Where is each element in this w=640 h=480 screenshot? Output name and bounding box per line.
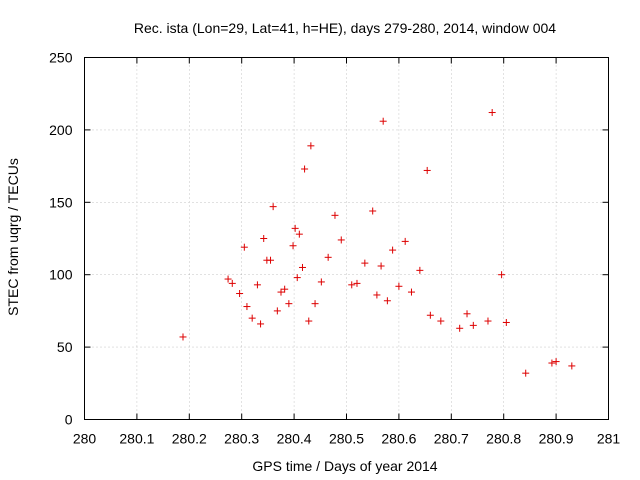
x-tick-label: 280.7 [434,431,469,447]
data-point [401,237,409,245]
data-point [456,324,464,332]
data-point [295,230,303,238]
data-point [281,285,289,293]
data-point [498,271,506,279]
y-tick-label: 250 [49,50,73,66]
data-point [522,369,530,377]
data-point [423,166,431,174]
x-tick-label: 280.2 [172,431,207,447]
data-point [285,300,293,308]
data-point [269,203,277,211]
axis-ticks: 280 280.1 280.2 280.3 280.4 280.5 280.6 280.7 28… [49,50,620,447]
data-point [552,358,560,366]
y-tick-label: 150 [49,194,73,210]
data-point [257,320,265,328]
data-point [267,256,275,264]
data-point [353,279,361,287]
data-point [289,242,297,250]
data-point [307,142,315,150]
plot-frame [84,57,609,420]
data-point [437,317,445,325]
data-point [348,281,356,289]
y-axis-label: STEC from uqrg / TECUs [5,158,21,316]
data-point [407,288,415,296]
y-tick-label: 0 [65,412,73,428]
data-point [337,236,345,244]
data-point [379,117,387,125]
x-tick-label: 280.1 [119,431,154,447]
data-point [488,109,496,117]
data-point [416,266,424,274]
data-point [301,165,309,173]
data-point [463,310,471,318]
data-point [484,317,492,325]
data-point [377,262,385,270]
x-tick-label: 280.3 [224,431,259,447]
grid [84,57,609,420]
x-tick-label: 280.5 [329,431,364,447]
data-point [240,243,248,251]
data-point [277,288,285,296]
data-point [426,311,434,319]
x-tick-label: 280.4 [277,431,312,447]
x-tick-label: 280.6 [381,431,416,447]
data-point [179,333,187,341]
data-point [331,211,339,219]
data-point [248,314,256,322]
data-point [298,263,306,271]
x-tick-label: 281 [597,431,621,447]
data-point [502,318,510,326]
y-tick-label: 100 [49,267,73,283]
x-tick-label: 280.8 [486,431,521,447]
data-point [395,282,403,290]
data-point [317,278,325,286]
data-point [260,235,268,242]
data-point [361,259,369,267]
data-point [243,303,251,311]
data-point [373,291,381,299]
y-tick-label: 50 [57,339,73,355]
data-point [253,281,261,289]
data-point [469,321,477,329]
data-point [324,253,332,261]
data-point [273,307,281,315]
x-tick-label: 280.9 [539,431,574,447]
data-points [179,109,576,377]
data-point [291,224,299,232]
x-tick-label: 280 [73,431,97,447]
data-point [224,275,232,283]
data-point [548,359,556,367]
y-tick-label: 200 [49,122,73,138]
data-point [293,274,301,282]
data-point [389,246,397,254]
data-point [369,207,377,215]
data-point [311,300,319,308]
data-point [228,279,236,287]
chart-title: Rec. ista (Lon=29, Lat=41, h=HE), days 2… [134,20,556,36]
data-point [236,290,244,298]
data-point [305,317,313,325]
x-axis-label: GPS time / Days of year 2014 [252,458,437,474]
data-point [383,297,391,305]
data-point [568,362,576,370]
